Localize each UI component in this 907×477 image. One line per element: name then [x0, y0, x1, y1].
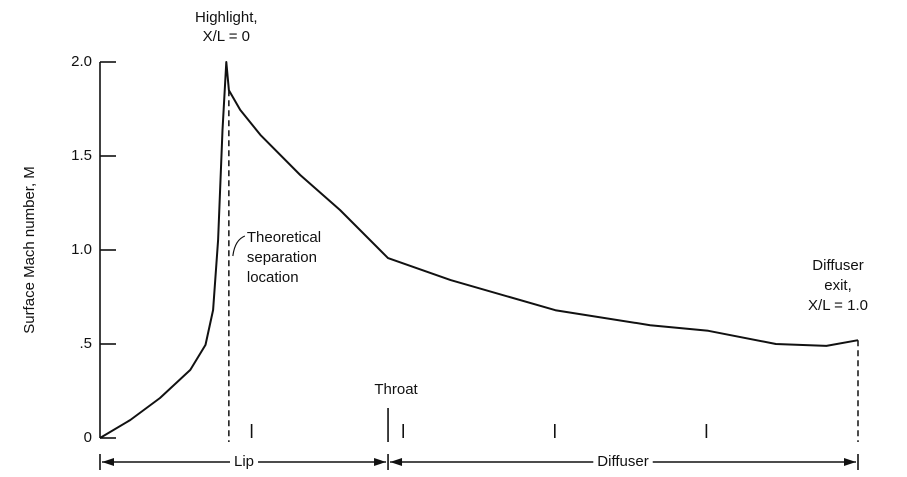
label-bg: [593, 453, 653, 471]
y-tick-label: 1.5: [71, 147, 92, 164]
range-label: Lip: [234, 453, 254, 470]
highlight-label: Highlight,: [195, 9, 258, 26]
separation-label: location: [247, 269, 299, 286]
y-tick-label: 2.0: [71, 53, 92, 70]
y-tick-label: 1.0: [71, 241, 92, 258]
separation-leader: [232, 235, 246, 257]
separation-label: separation: [247, 249, 317, 266]
throat-label: Throat: [374, 381, 418, 398]
exit-label: Diffuser: [812, 257, 863, 274]
y-tick-label: .5: [79, 335, 92, 352]
highlight-label: X/L = 0: [203, 28, 250, 45]
range-label: Diffuser: [597, 453, 648, 470]
arrow-head: [844, 458, 856, 466]
y-axis-label: Surface Mach number, M: [21, 166, 38, 334]
arrow-head: [102, 458, 114, 466]
separation-label: Theoretical: [247, 229, 321, 246]
arrow-head: [390, 458, 403, 466]
exit-label: X/L = 1.0: [808, 297, 868, 314]
exit-label: exit,: [824, 277, 852, 294]
y-tick-label: 0: [84, 429, 92, 446]
label-bg: [230, 453, 259, 471]
arrow-head: [374, 458, 387, 466]
data-line: [99, 61, 859, 439]
